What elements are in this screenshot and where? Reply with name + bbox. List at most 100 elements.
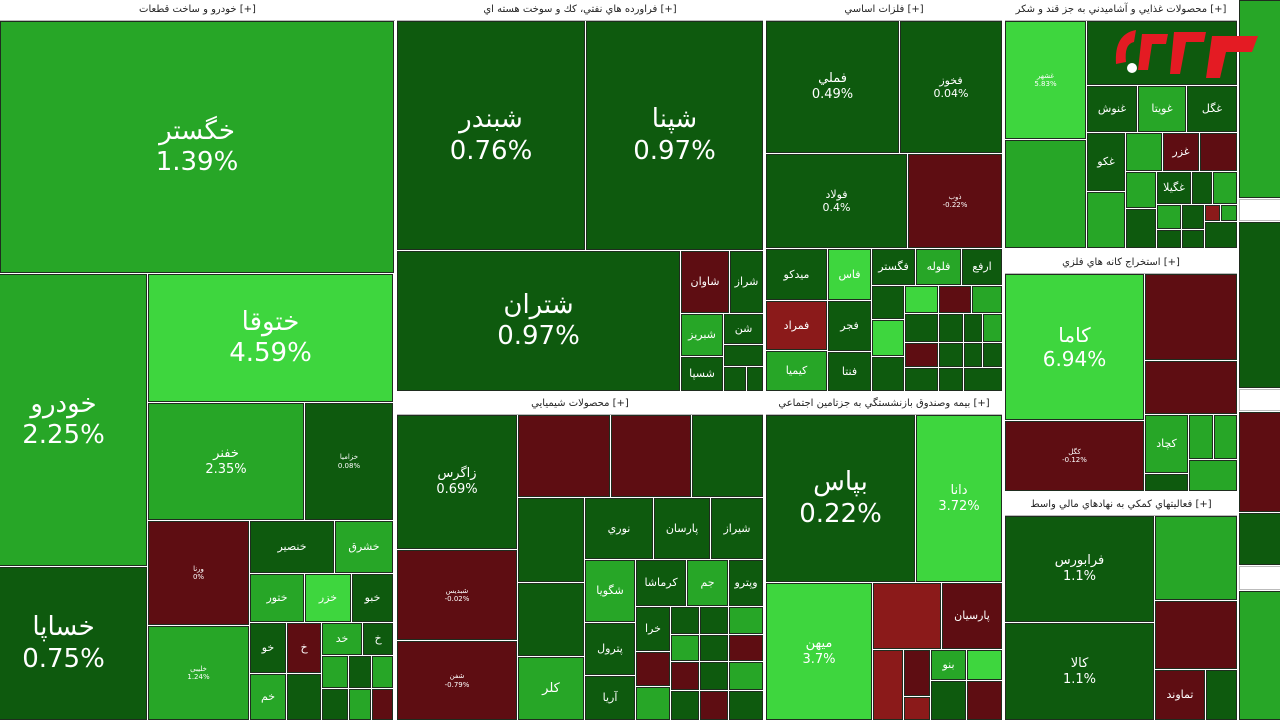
treemap-tile[interactable]	[964, 343, 982, 367]
treemap-tile[interactable]	[1145, 474, 1188, 491]
treemap-tile[interactable]	[1239, 389, 1280, 411]
treemap-tile[interactable]: فولاد 0.4%	[766, 154, 907, 248]
treemap-tile[interactable]	[636, 652, 670, 686]
treemap-tile[interactable]: پارسيان	[942, 583, 1002, 649]
treemap-tile[interactable]: شپنا 0.97%	[586, 21, 763, 250]
treemap-tile[interactable]: فجر	[828, 301, 871, 351]
treemap-tile[interactable]: خو	[250, 623, 286, 673]
treemap-tile[interactable]	[729, 635, 763, 661]
treemap-tile[interactable]: خزامیا 0.08%	[305, 403, 393, 520]
treemap-tile[interactable]	[904, 650, 930, 696]
treemap-tile[interactable]: شن	[724, 314, 763, 344]
treemap-tile[interactable]	[1205, 222, 1237, 248]
treemap-tile[interactable]	[1126, 209, 1156, 248]
treemap-tile[interactable]: خزر	[305, 574, 351, 622]
treemap-tile[interactable]	[1239, 591, 1280, 720]
treemap-tile[interactable]: ميدكو	[766, 249, 827, 300]
treemap-tile[interactable]	[1157, 205, 1181, 229]
sector-header-food[interactable]: محصولات غذايي و آشاميدني به جز قند و شكر…	[1005, 0, 1237, 21]
treemap-tile[interactable]: فرابورس 1.1%	[1005, 516, 1154, 622]
treemap-tile[interactable]: تماوند	[1155, 670, 1205, 720]
treemap-tile[interactable]: شفن -0.79%	[397, 641, 517, 720]
treemap-tile[interactable]: كيميا	[766, 351, 827, 391]
treemap-tile[interactable]	[372, 689, 393, 720]
treemap-tile[interactable]	[1126, 133, 1162, 171]
treemap-tile[interactable]: ذوب -0.22%	[908, 154, 1002, 248]
treemap-tile[interactable]	[1087, 192, 1125, 248]
treemap-tile[interactable]	[967, 650, 1002, 680]
treemap-tile[interactable]: خبو	[352, 574, 393, 622]
treemap-tile[interactable]	[1239, 0, 1280, 198]
treemap-tile[interactable]	[671, 662, 699, 690]
treemap-tile[interactable]	[724, 367, 746, 391]
treemap-tile[interactable]	[872, 320, 904, 356]
treemap-tile[interactable]	[1192, 172, 1212, 204]
treemap-tile[interactable]	[964, 314, 982, 342]
treemap-tile[interactable]: فگستر	[872, 249, 915, 285]
treemap-tile[interactable]	[872, 357, 904, 391]
treemap-tile[interactable]	[729, 607, 763, 634]
treemap-tile[interactable]	[729, 691, 763, 720]
treemap-tile[interactable]: ارفع	[962, 249, 1002, 285]
treemap-tile[interactable]: كلر	[518, 657, 584, 720]
treemap-tile[interactable]	[747, 367, 763, 391]
treemap-tile[interactable]: فخوز 0.04%	[900, 21, 1002, 153]
treemap-tile[interactable]: غگیلا	[1157, 172, 1191, 204]
treemap-tile[interactable]: كاما 6.94%	[1005, 274, 1144, 420]
sector-header-chem[interactable]: محصولات شيميايي [+]	[397, 394, 763, 415]
sector-header-fin[interactable]: فعاليتهاي كمكي به نهادهاي مالي واسط [+]	[1005, 495, 1237, 516]
treemap-tile[interactable]	[1189, 460, 1237, 491]
treemap-tile[interactable]	[939, 368, 963, 391]
treemap-tile[interactable]: خ	[287, 623, 321, 673]
treemap-tile[interactable]: فاس	[828, 249, 871, 300]
treemap-tile[interactable]: جم	[687, 560, 728, 606]
treemap-tile[interactable]	[700, 662, 728, 690]
treemap-tile[interactable]: پارسان	[654, 498, 710, 559]
treemap-tile[interactable]: آريا	[585, 676, 635, 720]
treemap-tile[interactable]: خودرو 2.25%	[0, 274, 147, 566]
treemap-tile[interactable]	[1126, 172, 1156, 208]
treemap-tile[interactable]	[905, 368, 938, 391]
treemap-tile[interactable]: كرماشا	[636, 560, 686, 606]
treemap-tile[interactable]: شتران 0.97%	[397, 251, 680, 391]
treemap-tile[interactable]: ختور	[250, 574, 304, 622]
treemap-tile[interactable]: شاوان	[681, 251, 729, 313]
treemap-tile[interactable]	[1155, 516, 1237, 600]
treemap-tile[interactable]	[873, 583, 941, 649]
treemap-tile[interactable]	[1200, 133, 1237, 171]
treemap-tile[interactable]: وپترو	[729, 560, 763, 606]
treemap-tile[interactable]: كچاد	[1145, 415, 1188, 473]
treemap-tile[interactable]	[671, 691, 699, 720]
sector-header-metal[interactable]: فلزات اساسي [+]	[766, 0, 1002, 21]
treemap-tile[interactable]	[1213, 172, 1237, 204]
treemap-tile[interactable]	[1145, 361, 1237, 414]
treemap-tile[interactable]	[322, 656, 348, 688]
treemap-tile[interactable]	[1221, 205, 1237, 221]
treemap-tile[interactable]	[322, 689, 348, 720]
treemap-tile[interactable]: غنوش	[1087, 86, 1137, 132]
treemap-tile[interactable]	[349, 689, 371, 720]
treemap-tile[interactable]: شگويا	[585, 560, 635, 622]
treemap-tile[interactable]	[1155, 601, 1237, 669]
treemap-tile[interactable]	[700, 635, 728, 661]
treemap-tile[interactable]: بپاس 0.22%	[766, 415, 915, 582]
treemap-tile[interactable]	[939, 343, 963, 367]
treemap-tile[interactable]	[972, 286, 1002, 313]
treemap-tile[interactable]: خشرق	[335, 521, 393, 573]
treemap-tile[interactable]	[700, 607, 728, 634]
treemap-tile[interactable]: زاگرس 0.69%	[397, 415, 517, 549]
treemap-tile[interactable]	[1182, 205, 1204, 229]
treemap-tile[interactable]: غشهر 5.83%	[1005, 21, 1086, 139]
treemap-tile[interactable]: خگستر 1.39%	[0, 21, 394, 273]
treemap-tile[interactable]: نوري	[585, 498, 653, 559]
treemap-tile[interactable]	[518, 415, 610, 497]
treemap-tile[interactable]: فلوله	[916, 249, 961, 285]
treemap-tile[interactable]	[1239, 513, 1280, 565]
treemap-tile[interactable]	[692, 415, 763, 497]
sector-header-auto[interactable]: خودرو و ساخت قطعات [+]	[0, 0, 395, 21]
treemap-tile[interactable]: خلیبی 1.24%	[148, 626, 249, 720]
treemap-tile[interactable]: خنصير	[250, 521, 334, 573]
treemap-tile[interactable]	[939, 286, 971, 313]
treemap-tile[interactable]	[1239, 412, 1280, 512]
treemap-tile[interactable]: خساپا 0.75%	[0, 567, 147, 720]
